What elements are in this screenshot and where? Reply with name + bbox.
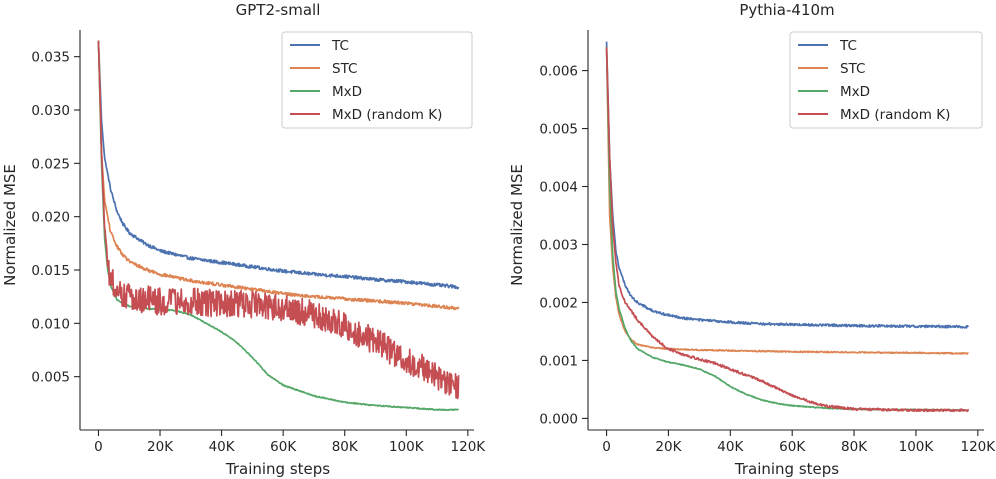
series-line-stc [97, 40, 460, 311]
x-tick-label: 0 [602, 439, 611, 455]
y-tick-label: 0.001 [539, 353, 578, 369]
x-tick-label: 100K [899, 439, 935, 455]
y-tick-label: 0.003 [539, 237, 578, 253]
series-layer [97, 40, 460, 412]
x-tick-label: 40K [717, 439, 744, 455]
y-tick-label: 0.035 [31, 50, 70, 66]
y-tick-label: 0.006 [539, 64, 578, 80]
legend-label-mxd-random-k: MxD (random K) [332, 107, 442, 123]
y-axis-label: Normalized MSE [508, 164, 526, 286]
x-tick-label: 0 [94, 439, 103, 455]
series-line-tc [97, 40, 460, 290]
x-tick-label: 80K [332, 439, 359, 455]
x-tick-label: 80K [841, 439, 868, 455]
y-axis-label: Normalized MSE [1, 164, 19, 286]
legend-label-tc: TC [839, 38, 857, 54]
panel-title: Pythia-410m [739, 1, 834, 19]
legend-label-tc: TC [331, 38, 349, 54]
legend-label-stc: STC [332, 61, 357, 77]
series-line-tc [605, 41, 969, 329]
y-tick-label: 0.005 [31, 370, 70, 386]
x-tick-label: 120K [961, 439, 996, 455]
panel-gpt2-small: GPT2-small 0 20K 40K 60K 80K 100K 120K 0.005 0.0… [1, 1, 486, 478]
x-tick-label: 40K [209, 439, 236, 455]
y-tick-label: 0.015 [31, 263, 70, 279]
axes-layer: 0 20K 40K 60K 80K 100K 120K 0.000 0.001 0.002 0.00… [539, 30, 996, 455]
legend: TC STC MxD MxD (random K) [281, 31, 473, 129]
x-tick-label: 20K [147, 439, 174, 455]
y-tick-label: 0.020 [31, 210, 70, 226]
legend-frame [789, 31, 983, 129]
y-tick-label: 0.004 [539, 180, 578, 196]
x-tick-label: 60K [270, 439, 297, 455]
y-tick-label: 0.025 [31, 156, 70, 172]
panel-title: GPT2-small [236, 1, 321, 19]
legend-label-mxd: MxD [840, 84, 870, 100]
x-tick-label: 100K [389, 439, 425, 455]
legend-label-mxd: MxD [332, 84, 362, 100]
legend-frame [281, 31, 473, 129]
x-tick-label: 20K [655, 439, 682, 455]
axes-layer: 0 20K 40K 60K 80K 100K 120K 0.005 0.010 0.015 0.02… [31, 30, 486, 455]
series-line-mxd-random-k [605, 47, 970, 413]
panel-pythia-410m: Pythia-410m 0 20K 40K 60K 80K 100K 120K 0.000 0.… [508, 1, 996, 478]
y-tick-label: 0.005 [539, 122, 578, 138]
x-tick-label: 60K [779, 439, 806, 455]
legend-label-mxd-random-k: MxD (random K) [840, 107, 950, 123]
y-tick-label: 0.000 [539, 411, 578, 427]
legend: TC STC MxD MxD (random K) [789, 31, 983, 129]
x-axis-label: Training steps [734, 460, 839, 478]
series-layer [605, 41, 970, 413]
x-tick-label: 120K [451, 439, 487, 455]
legend-label-stc: STC [840, 61, 865, 77]
y-tick-label: 0.010 [31, 316, 70, 332]
series-line-mxd-random-k [97, 40, 460, 400]
x-axis-label: Training steps [225, 460, 330, 478]
y-tick-label: 0.002 [539, 295, 578, 311]
y-tick-label: 0.030 [31, 103, 70, 119]
